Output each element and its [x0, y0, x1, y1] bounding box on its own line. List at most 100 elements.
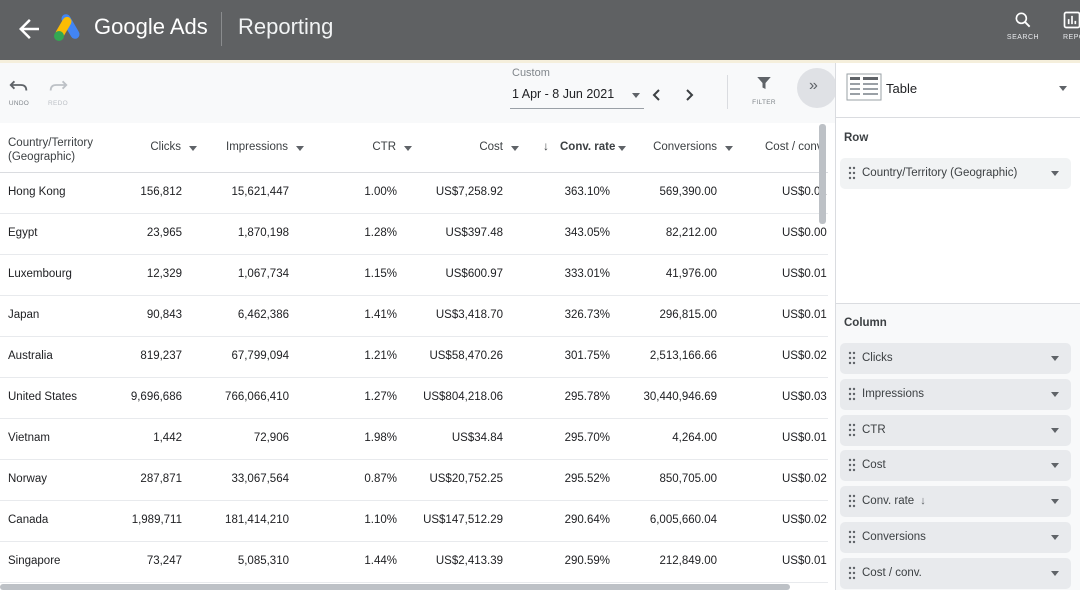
chevron-down-icon	[1051, 356, 1059, 361]
column-header-label: Conv. rate	[560, 141, 616, 153]
row-country-cell: Vietnam	[8, 432, 50, 444]
table-cell: 1.41%	[364, 309, 397, 321]
column-header-impressions[interactable]: Impressions	[210, 123, 310, 173]
table-row[interactable]: Egypt 23,965 1,870,198 1.28% US$397.48 343.05…	[0, 214, 828, 255]
column-chip-label: Impressions	[862, 388, 924, 400]
undo-label: UNDO	[8, 100, 30, 107]
chevron-down-icon	[1051, 391, 1059, 397]
table-cell: 343.05%	[564, 227, 610, 239]
column-header-label: Cost	[479, 141, 503, 153]
row-chip-country[interactable]: Country/Territory (Geographic)	[840, 158, 1071, 189]
horizontal-scrollbar[interactable]	[0, 584, 790, 590]
table-cell: 1.44%	[364, 555, 397, 567]
row-country-cell: Luxembourg	[8, 268, 72, 280]
search-button[interactable]: SEARCH	[998, 10, 1048, 52]
header-underline	[0, 60, 1080, 63]
chevron-down-icon	[1051, 427, 1059, 433]
column-chip[interactable]: Conv. rate ↓	[840, 486, 1071, 518]
table-cell: US$0.00	[782, 227, 827, 239]
table-cell: 296,815.00	[659, 309, 717, 321]
table-cell: 290.59%	[564, 555, 610, 567]
drag-handle-icon	[848, 423, 856, 436]
column-chip-label: Conv. rate ↓	[862, 495, 926, 507]
redo-button[interactable]: REDO	[43, 77, 73, 107]
table-cell: US$0.03	[782, 391, 827, 403]
filter-label: FILTER	[752, 99, 776, 106]
column-chip-text: Cost / conv.	[862, 566, 922, 579]
table-row[interactable]: Australia 819,237 67,799,094 1.21% US$58,470…	[0, 337, 828, 378]
app-header: Google Ads Reporting SEARCH REPORTS	[0, 0, 1080, 60]
table-row[interactable]: Canada 1,989,711 181,414,210 1.10% US$147,51…	[0, 501, 828, 542]
table-view-icon	[846, 73, 882, 101]
table-row[interactable]: Singapore 73,247 5,085,310 1.44% US$2,413.39…	[0, 542, 828, 583]
reports-button[interactable]: REPORTS	[1052, 10, 1080, 52]
chevron-down-icon	[1051, 535, 1059, 540]
visualization-label: Table	[886, 81, 918, 96]
chevron-down-icon	[1059, 86, 1067, 91]
column-header-cost[interactable]: Cost	[420, 123, 530, 173]
back-arrow-icon[interactable]	[14, 14, 44, 44]
table-row[interactable]: United States 9,696,686 766,066,410 1.27% US…	[0, 378, 828, 419]
row-country-cell: Australia	[8, 350, 53, 362]
table-cell: 333.01%	[564, 268, 610, 280]
column-chip[interactable]: Cost	[840, 450, 1071, 482]
next-period-icon[interactable]	[679, 85, 699, 105]
sort-descending-icon: ↓	[543, 139, 549, 153]
page-title: Reporting	[238, 14, 334, 39]
row-country-cell: Egypt	[8, 227, 38, 239]
table-cell: US$147,512.29	[423, 514, 503, 526]
table-cell: 6,005,660.04	[649, 514, 717, 526]
table-cell: US$0.01	[782, 186, 827, 198]
undo-button[interactable]: UNDO	[4, 77, 34, 107]
table-cell: US$34.84	[451, 432, 503, 444]
report-editor-panel: Table Row Country/Territory (Geographic)…	[835, 63, 1080, 590]
column-header-cost-per-conv[interactable]: Cost / conv.	[765, 123, 828, 173]
table-cell: US$397.48	[445, 227, 503, 239]
table-cell: 1.98%	[364, 432, 397, 444]
report-table: Country/Territory (Geographic) Clicks Im…	[0, 123, 828, 590]
drag-handle-icon	[848, 351, 856, 365]
column-chip[interactable]: Clicks	[840, 343, 1071, 374]
column-chip-label: CTR	[862, 424, 886, 436]
visualization-select[interactable]: Table	[836, 63, 1080, 118]
table-cell: 1,870,198	[237, 227, 289, 239]
table-row[interactable]: Luxembourg 12,329 1,067,734 1.15% US$600.97 3…	[0, 255, 828, 296]
column-header-conv-rate[interactable]: ↓ Conv. rate	[530, 123, 640, 173]
column-chip[interactable]: Impressions	[840, 378, 1071, 410]
table-cell: 1.00%	[364, 186, 397, 198]
previous-period-icon[interactable]	[647, 85, 667, 105]
column-header-ctr[interactable]: CTR	[310, 123, 420, 173]
column-chip-text: Impressions	[862, 387, 924, 400]
google-ads-logo-icon	[54, 14, 80, 41]
table-cell: 30,440,946.69	[643, 391, 717, 403]
table-cell: US$804,218.06	[423, 391, 503, 403]
column-header-clicks[interactable]: Clicks	[120, 123, 210, 173]
search-button-label: SEARCH	[1006, 34, 1040, 41]
date-range-select[interactable]: 1 Apr - 8 Jun 2021	[510, 83, 644, 109]
filter-button[interactable]: FILTER	[748, 74, 780, 106]
table-row[interactable]: Vietnam 1,442 72,906 1.98% US$34.84 295.70% 4,…	[0, 419, 828, 460]
table-cell: 6,462,386	[237, 309, 289, 321]
table-row[interactable]: Hong Kong 156,812 15,621,447 1.00% US$7,258.…	[0, 173, 828, 214]
column-chip[interactable]: CTR	[840, 414, 1071, 446]
table-row[interactable]: Norway 287,871 33,067,564 0.87% US$20,752.25…	[0, 460, 828, 501]
table-cell: US$0.02	[782, 350, 827, 362]
drag-handle-icon	[848, 566, 856, 579]
drag-handle-icon	[848, 459, 856, 472]
column-chip-text: Conversions	[862, 531, 926, 543]
column-header-country[interactable]: Country/Territory (Geographic)	[0, 123, 110, 173]
table-row[interactable]: Japan 90,843 6,462,386 1.41% US$3,418.70 326.…	[0, 296, 828, 337]
column-header-label: CTR	[372, 141, 396, 153]
column-header-label: Conversions	[653, 141, 717, 153]
table-cell: 33,067,564	[231, 473, 289, 485]
table-cell: 819,237	[140, 350, 182, 362]
toggle-panel-button[interactable]: »	[797, 68, 837, 108]
row-country-cell: Japan	[8, 309, 40, 321]
table-cell: 295.52%	[564, 473, 610, 485]
undo-icon	[9, 80, 28, 91]
column-chip[interactable]: Cost / conv.	[840, 557, 1071, 589]
column-chip[interactable]: Conversions	[840, 522, 1071, 553]
vertical-scrollbar[interactable]	[819, 124, 826, 224]
table-cell: 0.87%	[364, 473, 397, 485]
column-header-conversions[interactable]: Conversions	[640, 123, 740, 173]
